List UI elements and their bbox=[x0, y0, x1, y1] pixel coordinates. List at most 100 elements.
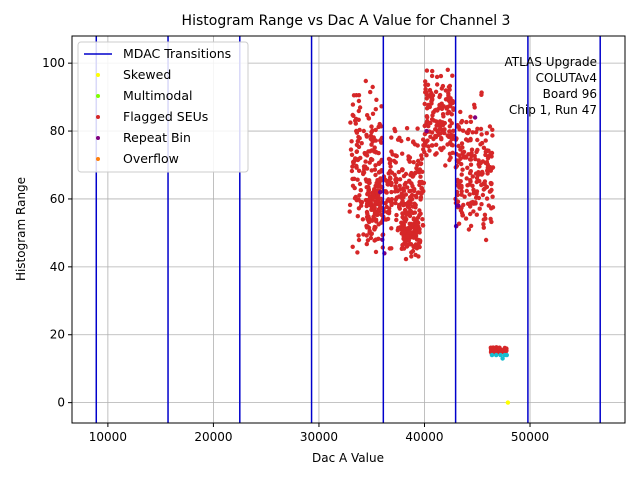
point-flagged-seus bbox=[355, 139, 361, 144]
point-flagged-seus bbox=[473, 130, 479, 135]
point-flagged-seus bbox=[356, 98, 362, 104]
x-tick-label: 10000 bbox=[89, 430, 127, 444]
point-flagged-seus bbox=[417, 208, 422, 213]
y-tick-label: 40 bbox=[50, 260, 65, 274]
point-flagged-seus bbox=[364, 241, 369, 247]
point-flagged-seus bbox=[350, 164, 355, 169]
point-flagged-seus bbox=[474, 189, 480, 194]
point-flagged-seus bbox=[370, 84, 375, 90]
point-flagged-seus bbox=[388, 164, 393, 169]
y-axis-ticks: 0 20 40 60 80 100 bbox=[42, 56, 72, 410]
point-flagged-seus bbox=[430, 143, 435, 148]
point-flagged-seus bbox=[424, 114, 429, 119]
point-flagged-seus bbox=[366, 188, 371, 194]
point-flagged-seus bbox=[485, 168, 490, 173]
x-axis-ticks: 10000 20000 30000 40000 50000 bbox=[89, 423, 549, 444]
point-flagged-seus bbox=[357, 181, 363, 187]
point-flagged-seus bbox=[359, 200, 365, 205]
point-flagged-seus bbox=[356, 233, 361, 238]
point-flagged-seus bbox=[411, 235, 416, 240]
point-flagged-seus bbox=[401, 211, 406, 216]
point-flagged-seus bbox=[475, 137, 480, 143]
point-flagged-seus bbox=[479, 132, 484, 137]
point-flagged-seus bbox=[371, 216, 376, 221]
point-flagged-seus bbox=[481, 217, 486, 222]
point-flagged-seus bbox=[460, 145, 465, 150]
point-flagged-seus bbox=[367, 160, 372, 165]
point-flagged-seus bbox=[385, 182, 390, 187]
point-flagged-seus bbox=[433, 127, 438, 132]
point-flagged-seus bbox=[371, 196, 376, 201]
point-flagged-seus bbox=[368, 156, 374, 162]
point-flagged-seus bbox=[384, 204, 389, 210]
point-flagged-seus bbox=[407, 178, 412, 183]
point-flagged-seus bbox=[400, 168, 405, 173]
point-flagged-seus bbox=[464, 176, 469, 181]
y-tick-label: 0 bbox=[57, 396, 65, 410]
point-flagged-seus bbox=[469, 150, 474, 156]
point-flagged-seus bbox=[356, 156, 361, 162]
point-flagged-seus bbox=[402, 217, 407, 222]
point-flagged-seus bbox=[456, 143, 461, 149]
point-flagged-seus bbox=[364, 166, 370, 171]
point-flagged-seus bbox=[434, 151, 439, 156]
point-flagged-seus bbox=[387, 168, 393, 174]
point-flagged-seus bbox=[443, 163, 448, 168]
point-flagged-seus bbox=[478, 126, 484, 132]
point-flagged-seus bbox=[481, 225, 486, 230]
point-flagged-seus bbox=[429, 99, 434, 104]
point-flagged-seus bbox=[389, 200, 394, 206]
point-flagged-seus bbox=[420, 222, 426, 228]
point-flagged-seus bbox=[349, 152, 355, 157]
point-flagged-seus bbox=[368, 89, 373, 95]
point-flagged-seus bbox=[372, 145, 377, 150]
point-flagged-seus bbox=[487, 124, 493, 129]
point-flagged-seus bbox=[459, 161, 464, 167]
point-flagged-seus bbox=[446, 96, 451, 102]
point-flagged-seus bbox=[375, 178, 380, 183]
annotation-block: ATLAS Upgrade COLUTAv4 Board 96 Chip 1, … bbox=[504, 55, 597, 117]
point-flagged-seus bbox=[480, 192, 486, 198]
point-flagged-seus bbox=[370, 128, 375, 133]
point-flagged-seus bbox=[479, 202, 484, 207]
point-flagged-seus bbox=[372, 212, 377, 217]
point-flagged-seus bbox=[417, 182, 422, 188]
point-flagged-seus bbox=[400, 151, 405, 156]
point-flagged-seus bbox=[490, 133, 495, 138]
point-flagged-seus bbox=[440, 83, 446, 89]
point-flagged-seus bbox=[401, 203, 406, 208]
point-flagged-seus bbox=[466, 127, 472, 133]
point-flagged-seus bbox=[474, 179, 479, 185]
point-flagged-seus bbox=[422, 123, 427, 129]
point-flagged-seus bbox=[364, 203, 369, 209]
point-flagged-seus bbox=[409, 250, 414, 255]
point-flagged-seus bbox=[356, 108, 361, 114]
point-flagged-seus bbox=[372, 167, 378, 172]
point-flagged-seus bbox=[403, 256, 409, 262]
point-flagged-seus bbox=[350, 112, 355, 118]
point-flagged-seus bbox=[459, 118, 465, 124]
legend-swatch-overflow bbox=[96, 157, 100, 161]
point-base bbox=[500, 356, 505, 361]
y-tick-label: 60 bbox=[50, 192, 65, 206]
point-flagged-seus bbox=[447, 118, 453, 123]
point-flagged-seus bbox=[414, 225, 419, 230]
point-flagged-seus bbox=[439, 106, 445, 112]
point-flagged-seus bbox=[376, 207, 381, 212]
point-flagged-seus bbox=[413, 242, 418, 247]
point-flagged-seus bbox=[490, 127, 495, 132]
point-flagged-seus bbox=[484, 131, 489, 136]
point-flagged-seus bbox=[464, 188, 469, 194]
y-tick-label: 80 bbox=[50, 124, 65, 138]
point-flagged-seus bbox=[470, 201, 475, 206]
point-flagged-seus bbox=[468, 223, 474, 229]
point-flagged-seus bbox=[419, 153, 424, 158]
point-flagged-seus bbox=[484, 160, 490, 165]
point-flagged-seus bbox=[370, 111, 376, 117]
point-flagged-seus bbox=[426, 93, 432, 98]
point-flagged-seus bbox=[373, 107, 378, 112]
point-flagged-seus bbox=[422, 140, 428, 145]
point-flagged-seus bbox=[389, 189, 394, 195]
point-flagged-seus bbox=[447, 129, 453, 134]
point-flagged-seus bbox=[357, 105, 363, 110]
